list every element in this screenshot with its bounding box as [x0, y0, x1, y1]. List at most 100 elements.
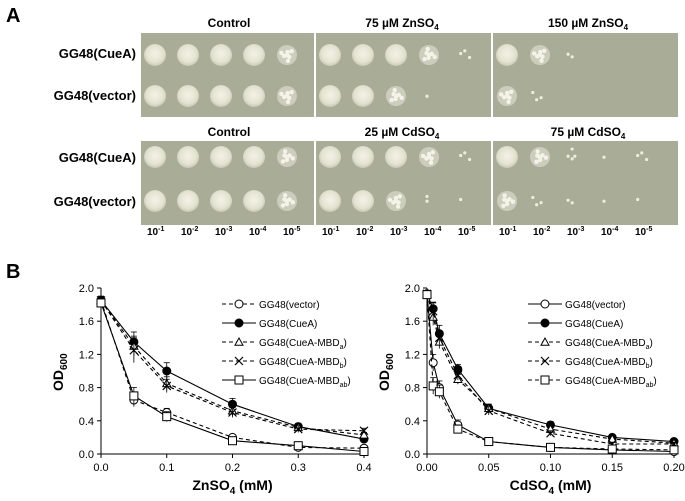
colony-dot	[502, 197, 507, 202]
dilution-label: 10-4	[601, 226, 618, 238]
colony-dot	[543, 155, 549, 160]
colony-dot	[279, 50, 284, 56]
legend-label: GG48(CueA-MBDab)	[259, 376, 351, 389]
colony-dot	[282, 149, 288, 154]
dilution-exp: -4	[260, 226, 266, 233]
legend-label-main: GG48(CueA-MBD	[259, 376, 340, 387]
colony-dot	[570, 147, 574, 151]
series-line	[426, 293, 675, 444]
colony-dot	[284, 201, 290, 207]
marker-square	[540, 375, 550, 385]
colony-dot	[396, 92, 401, 98]
dilution-label: 10-3	[567, 226, 584, 238]
legend-label-sub: a	[646, 344, 650, 351]
marker-x-b	[234, 356, 244, 366]
colony-dot	[289, 90, 294, 95]
marker-x-b	[129, 345, 139, 355]
colony-spot	[496, 44, 518, 66]
colony-dot	[566, 52, 570, 56]
dilution-label: 10-2	[356, 226, 373, 238]
legend-label: GG48(CueA)	[259, 319, 317, 330]
marker-square	[359, 447, 369, 457]
marker-square	[428, 381, 438, 391]
colony-dot	[463, 151, 467, 155]
dilution-exp: -1	[333, 226, 339, 233]
colony-dot	[459, 51, 463, 56]
colony-dot	[389, 97, 394, 103]
dilution-exp: -1	[158, 226, 164, 233]
x-tick-label: 0.0	[93, 462, 108, 474]
marker-square	[162, 412, 172, 422]
colony-dot	[501, 203, 506, 208]
dilution-base: 10	[147, 227, 159, 238]
colony-dot	[459, 197, 463, 202]
colony-dot	[535, 98, 539, 102]
dilution-label: 10-5	[458, 226, 475, 238]
dilution-exp: -2	[544, 226, 550, 233]
colony-spot	[319, 190, 341, 212]
colony-dot	[540, 54, 545, 59]
colony-dot	[510, 199, 516, 204]
colony-dot	[640, 151, 644, 155]
row-label-zn-vector: GG48(vector)	[54, 88, 136, 103]
colony-dot	[468, 157, 472, 162]
legend-label-end: )	[649, 338, 652, 349]
legend-label-end: )	[343, 357, 346, 368]
marker-circle-filled	[234, 318, 244, 328]
colony-dot	[531, 90, 535, 95]
marker-triangle	[359, 429, 369, 439]
colony-dot	[566, 154, 570, 158]
marker-x-b	[434, 333, 444, 343]
dilution-label: 10-1	[322, 226, 339, 238]
dilution-label: 10-1	[499, 226, 516, 238]
colony-spot	[243, 190, 265, 212]
colony-dot	[425, 194, 429, 199]
dilution-label: 10-4	[424, 226, 441, 238]
series-line	[100, 300, 365, 432]
marker-circle-open	[428, 358, 438, 368]
colony-dot	[285, 90, 290, 96]
dilution-label: 10-2	[533, 226, 550, 238]
legend-label-main: GG48(CueA)	[565, 319, 623, 330]
dilution-label: 10-3	[215, 226, 232, 238]
marker-triangle	[234, 336, 244, 346]
colony-spot	[319, 146, 341, 168]
y-tick-label: 1.6	[405, 316, 420, 328]
plate-block-5	[493, 141, 678, 225]
colony-dot	[459, 153, 463, 158]
marker-circle-open	[234, 299, 244, 309]
legend-label: GG48(CueA-MBDa)	[565, 338, 653, 351]
series-line	[100, 302, 365, 453]
legend-label: GG48(CueA-MBDb)	[565, 357, 653, 370]
marker-circle-filled	[540, 318, 550, 328]
colony-dot	[535, 153, 540, 158]
dilution-base: 10	[322, 227, 334, 238]
plate-images	[141, 33, 678, 225]
x-tick-label: 0.4	[356, 462, 371, 474]
legend-label-sub: b	[340, 363, 344, 370]
legend-label: GG48(CueA-MBDa)	[259, 338, 347, 351]
zn-high-header: 150 µM ZnSO4	[548, 16, 629, 32]
dilution-exp: -3	[401, 226, 407, 233]
legend-label: GG48(vector)	[565, 300, 626, 311]
plate-block-1	[316, 33, 491, 117]
dilution-base: 10	[567, 227, 579, 238]
colony-spot	[352, 85, 374, 107]
y-tick-label: 2.0	[79, 283, 94, 295]
x-tick-label: 0.05	[478, 462, 499, 474]
marker-x-b	[228, 408, 237, 417]
y-tick-label: 0.8	[405, 383, 420, 395]
chart-cd: 0.0 0.4 0.8 1.2 1.6 2.0 0.00 0.05 0.10 0.15 0.20 OD…	[376, 283, 685, 497]
marker-square	[484, 437, 494, 447]
legend-label-end: )	[343, 338, 346, 349]
dilution-exp: -1	[510, 226, 516, 233]
colony-dot	[422, 56, 427, 62]
legend-label-main: GG48(vector)	[259, 300, 320, 311]
colony-dot	[507, 95, 512, 100]
colony-dot	[570, 55, 574, 59]
colony-dot	[432, 54, 437, 60]
colony-dot	[282, 193, 288, 198]
colony-dot	[498, 92, 504, 97]
dilution-exp: -2	[367, 226, 373, 233]
